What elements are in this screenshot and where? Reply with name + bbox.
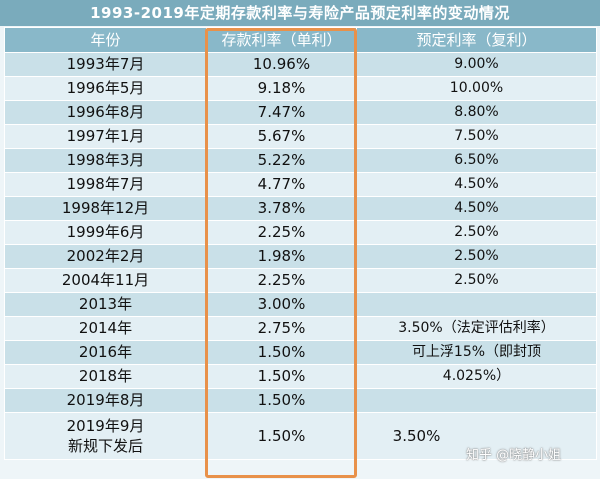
cell-deposit: 1.50% — [206, 388, 357, 413]
cell-deposit: 1.50% — [206, 364, 357, 389]
cell-year: 2014年 — [4, 316, 207, 341]
cell-predetermined: 3.50% — [356, 412, 597, 460]
table-row: 2004年11月 2.25% 2.50% — [4, 268, 597, 293]
cell-predetermined: 2.50% — [356, 244, 597, 269]
cell-year: 1997年1月 — [4, 124, 207, 149]
cell-year: 2019年8月 — [4, 388, 207, 413]
cell-predetermined — [356, 388, 597, 413]
cell-deposit: 10.96% — [206, 52, 357, 77]
cell-year: 2004年11月 — [4, 268, 207, 293]
header-deposit-rate: 存款利率（单利） — [206, 27, 357, 53]
cell-year: 2013年 — [4, 292, 207, 317]
cell-deposit: 1.50% — [206, 412, 357, 460]
table-row: 1998年3月 5.22% 6.50% — [4, 148, 597, 173]
cell-predetermined: 6.50% — [356, 148, 597, 173]
cell-predetermined: 4.50% — [356, 172, 597, 197]
cell-year: 1996年8月 — [4, 100, 207, 125]
cell-predetermined: 2.50% — [356, 268, 597, 293]
table-row: 1998年12月 3.78% 4.50% — [4, 196, 597, 221]
cell-predetermined: 9.00% — [356, 52, 597, 77]
cell-year: 2016年 — [4, 340, 207, 365]
cell-predetermined — [356, 292, 597, 317]
table-row: 2014年 2.75% 3.50%（法定评估利率） — [4, 316, 597, 341]
cell-year-line2: 新规下发后 — [67, 437, 143, 455]
cell-predetermined: 4.50% — [356, 196, 597, 221]
cell-predetermined: 4.025%） — [356, 364, 597, 389]
cell-year: 1998年12月 — [4, 196, 207, 221]
table-row: 1997年1月 5.67% 7.50% — [4, 124, 597, 149]
cell-deposit: 2.75% — [206, 316, 357, 341]
table-row: 2016年 1.50% 可上浮15%（即封顶 — [4, 340, 597, 365]
watermark: 知乎 @晓静小姐 — [466, 448, 562, 463]
cell-predetermined: 10.00% — [356, 76, 597, 101]
cell-predetermined: 8.80% — [356, 100, 597, 125]
table-row: 2002年2月 1.98% 2.50% — [4, 244, 597, 269]
cell-deposit: 5.22% — [206, 148, 357, 173]
table-row: 1996年8月 7.47% 8.80% — [4, 100, 597, 125]
cell-predetermined: 7.50% — [356, 124, 597, 149]
table-row: 2019年8月 1.50% — [4, 388, 597, 413]
cell-year: 1996年5月 — [4, 76, 207, 101]
table-row: 1996年5月 9.18% 10.00% — [4, 76, 597, 101]
header-predetermined-rate: 预定利率（复利） — [356, 27, 597, 53]
cell-deposit: 3.00% — [206, 292, 357, 317]
rate-table: 年份 存款利率（单利） 预定利率（复利） 1993年7月 10.96% 9.00% 1… — [4, 27, 597, 460]
cell-deposit: 2.25% — [206, 268, 357, 293]
table-row: 2018年 1.50% 4.025%） — [4, 364, 597, 389]
page-title: 1993-2019年定期存款利率与寿险产品预定利率的变动情况 — [0, 0, 600, 26]
cell-year: 1993年7月 — [4, 52, 207, 77]
cell-year-line1: 2019年9月 — [66, 417, 145, 435]
cell-deposit: 9.18% — [206, 76, 357, 101]
cell-year: 1999年6月 — [4, 220, 207, 245]
table-row: 1998年7月 4.77% 4.50% — [4, 172, 597, 197]
table-header-row: 年份 存款利率（单利） 预定利率（复利） — [4, 27, 597, 53]
cell-deposit: 3.78% — [206, 196, 357, 221]
cell-deposit: 1.50% — [206, 340, 357, 365]
table-body: 1993年7月 10.96% 9.00% 1996年5月 9.18% 10.00% 1996… — [4, 52, 597, 460]
header-year: 年份 — [4, 27, 207, 53]
table-row: 1993年7月 10.96% 9.00% — [4, 52, 597, 77]
cell-predetermined-text: 3.50% — [392, 427, 441, 445]
cell-deposit: 1.98% — [206, 244, 357, 269]
cell-deposit: 5.67% — [206, 124, 357, 149]
cell-deposit: 7.47% — [206, 100, 357, 125]
cell-year: 2018年 — [4, 364, 207, 389]
cell-predetermined: 3.50%（法定评估利率） — [356, 316, 597, 341]
table-row: 2013年 3.00% — [4, 292, 597, 317]
cell-predetermined: 可上浮15%（即封顶 — [356, 340, 597, 365]
cell-year: 2002年2月 — [4, 244, 207, 269]
table-row: 1999年6月 2.25% 2.50% — [4, 220, 597, 245]
cell-year: 2019年9月 新规下发后 — [4, 412, 207, 460]
cell-year: 1998年3月 — [4, 148, 207, 173]
cell-year: 1998年7月 — [4, 172, 207, 197]
cell-predetermined: 2.50% — [356, 220, 597, 245]
cell-deposit: 4.77% — [206, 172, 357, 197]
table-row-last: 2019年9月 新规下发后 1.50% 3.50% — [4, 412, 597, 460]
cell-deposit: 2.25% — [206, 220, 357, 245]
